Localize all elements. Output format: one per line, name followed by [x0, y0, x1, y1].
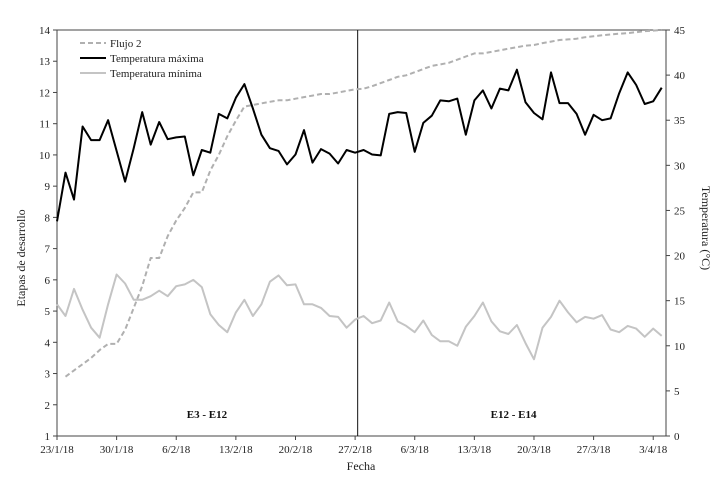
period-label: E3 - E12	[187, 409, 228, 421]
plot-border	[56, 29, 667, 437]
series-line-temperatura-minima	[56, 273, 663, 361]
y-left-tick-label: 9	[45, 181, 51, 193]
y-left-tick-label: 12	[39, 87, 50, 99]
y-left-tick-label: 6	[45, 275, 51, 287]
y-left-tick-label: 4	[45, 337, 51, 349]
legend-label: Temperatura mínima	[110, 68, 202, 80]
x-tick-label: 13/3/18	[458, 444, 492, 456]
y-left-tick-label: 11	[39, 119, 50, 131]
y-right-tick-label: 40	[674, 70, 686, 82]
y-right-tick-label: 15	[674, 296, 686, 308]
x-axis-title: Fecha	[347, 459, 376, 473]
y-right-tick-label: 0	[674, 431, 680, 443]
y-left-tick-label: 1	[45, 431, 51, 443]
y-right-axis-title: Temperatura (°C)	[699, 186, 713, 270]
series-line-temperatura-maxima	[56, 68, 663, 222]
x-tick-label: 20/3/18	[517, 444, 551, 456]
y-right-tick-label: 45	[674, 25, 686, 37]
y-left-tick-label: 14	[39, 25, 51, 37]
y-right-tick-label: 25	[674, 205, 686, 217]
y-left-tick-label: 5	[45, 306, 51, 318]
y-left-tick-label: 8	[45, 212, 51, 224]
y-right-tick-label: 5	[674, 386, 680, 398]
y-right-tick-label: 30	[674, 160, 686, 172]
x-tick-label: 20/2/18	[279, 444, 313, 456]
y-left-tick-label: 7	[45, 244, 51, 256]
x-tick-label: 6/2/18	[162, 444, 191, 456]
period-labels: E3 - E12 E12 - E14	[187, 409, 537, 421]
x-tick-label: 3/4/18	[639, 444, 668, 456]
y-right-tick-label: 20	[674, 251, 686, 263]
period-label: E12 - E14	[491, 409, 537, 421]
right-axis-ticks: 0 5 10 15 20 25 30 35 40 45	[666, 25, 686, 443]
x-tick-label: 27/2/18	[338, 444, 372, 456]
y-left-tick-label: 3	[45, 369, 51, 381]
legend-label: Temperatura máxima	[110, 53, 204, 65]
x-tick-label: 27/3/18	[577, 444, 611, 456]
x-tick-label: 30/1/18	[100, 444, 134, 456]
legend-label: Flujo 2	[110, 38, 141, 50]
y-right-tick-label: 35	[674, 115, 686, 127]
x-axis-ticks: 23/1/18 30/1/18 6/2/18 13/2/18 20/2/18 27/2/1…	[40, 436, 668, 456]
x-tick-label: 13/2/18	[219, 444, 253, 456]
y-right-tick-label: 10	[674, 341, 686, 353]
y-left-tick-label: 10	[39, 150, 51, 162]
x-tick-label: 23/1/18	[40, 444, 74, 456]
y-left-tick-label: 13	[39, 56, 51, 68]
series-group	[56, 29, 663, 378]
plot-frame	[56, 29, 667, 437]
series-line-flujo-2	[64, 29, 662, 378]
legend: Flujo 2 Temperatura máxima Temperatura mín…	[80, 38, 204, 80]
x-tick-label: 6/3/18	[401, 444, 430, 456]
y-left-axis-title: Etapas de desarrollo	[14, 209, 28, 306]
y-left-tick-label: 2	[45, 400, 51, 412]
